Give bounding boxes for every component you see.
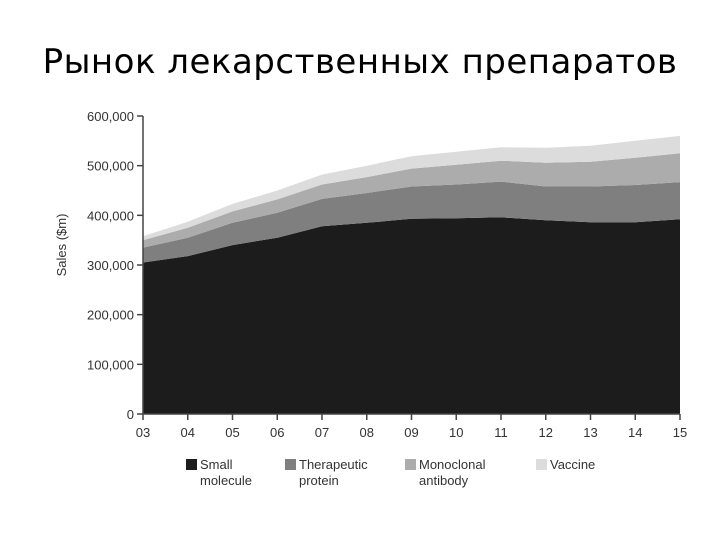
y-tick-label: 200,000 xyxy=(87,308,134,323)
slide-title: Рынок лекарственных препаратов xyxy=(42,42,678,82)
y-tick-label: 600,000 xyxy=(87,109,134,124)
x-tick-label: 06 xyxy=(270,425,284,440)
chart-axes: 0 100,000 200,000 300,000 400,000 500,000 600,… xyxy=(54,109,687,440)
legend-swatch-small-molecule xyxy=(186,459,197,470)
y-tick-label: 400,000 xyxy=(87,208,134,223)
x-tick-label: 15 xyxy=(673,425,687,440)
y-axis-label: Sales ($m) xyxy=(54,214,69,277)
x-tick-label: 08 xyxy=(360,425,374,440)
legend-label: protein xyxy=(299,473,339,488)
legend-label: Vaccine xyxy=(550,457,595,472)
y-tick-label: 100,000 xyxy=(87,357,134,372)
y-tick-label: 300,000 xyxy=(87,258,134,273)
x-tick-label: 07 xyxy=(315,425,329,440)
legend-swatch-therapeutic-protein xyxy=(285,459,296,470)
area-vaccine xyxy=(143,135,680,241)
area-small-molecule xyxy=(143,217,680,414)
area-monoclonal-antibody xyxy=(143,153,680,248)
x-tick-label: 09 xyxy=(404,425,418,440)
x-tick-label: 14 xyxy=(628,425,642,440)
legend-label: Therapeutic xyxy=(299,457,368,472)
legend-label: antibody xyxy=(419,473,469,488)
legend-swatch-monoclonal-antibody xyxy=(405,459,416,470)
legend-label: Monoclonal xyxy=(419,457,486,472)
area-therapeutic-protein xyxy=(143,181,680,263)
x-tick-label: 12 xyxy=(539,425,553,440)
x-tick-label: 03 xyxy=(136,425,150,440)
chart-areas xyxy=(143,135,680,414)
x-tick-label: 13 xyxy=(583,425,597,440)
legend-label: Small xyxy=(200,457,233,472)
x-tick-label: 11 xyxy=(494,425,508,440)
x-tick-label: 05 xyxy=(225,425,239,440)
y-tick-label: 0 xyxy=(127,407,134,422)
x-tick-label: 04 xyxy=(181,425,195,440)
x-tick-label: 10 xyxy=(449,425,463,440)
legend-swatch-vaccine xyxy=(536,459,547,470)
y-tick-label: 500,000 xyxy=(87,159,134,174)
legend-label: molecule xyxy=(200,473,252,488)
